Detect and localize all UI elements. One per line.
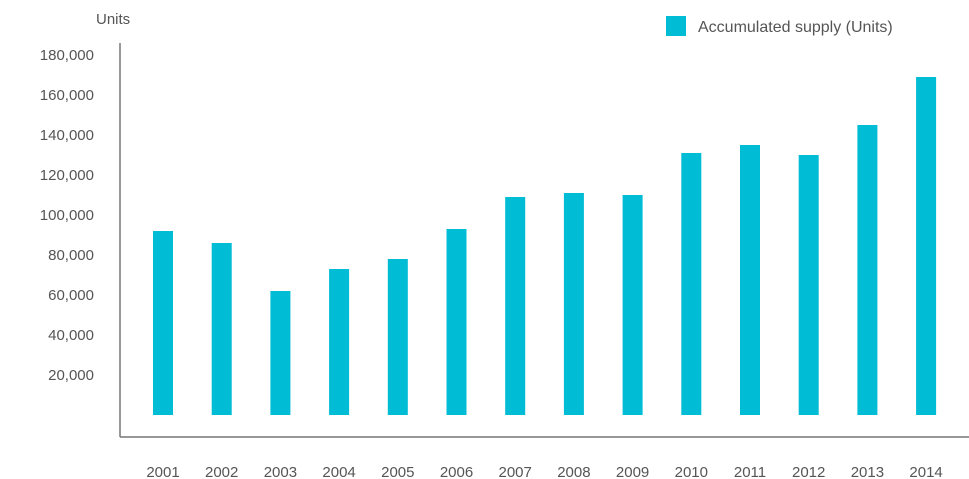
bar-2011 [740,145,760,415]
x-tick-label: 2005 [381,464,414,479]
y-tick-label: 140,000 [40,127,94,144]
y-tick-label: 100,000 [40,207,94,224]
x-tick-label: 2003 [264,464,297,479]
y-tick-label: 80,000 [48,247,94,264]
y-tick-label: 180,000 [40,47,94,64]
x-tick-label: 2007 [499,464,532,479]
bar-2013 [857,125,878,415]
bar-2002 [211,243,232,415]
y-tick-label: 20,000 [48,367,94,384]
bar-2008 [563,193,584,415]
y-axis-ticks: 20,000 40,000 60,000 80,000 100,000 120,000 14… [40,47,94,384]
x-tick-label: 2002 [205,464,238,479]
y-tick-label: 60,000 [48,287,94,304]
x-axis-ticks: 2001 2002 2003 2004 2005 2006 2007 2008 2009 2010… [146,464,942,479]
y-tick-label: 160,000 [40,87,94,104]
x-tick-label: 2004 [322,464,355,479]
legend-swatch [666,16,686,36]
bars [153,77,937,415]
bar-2012 [798,155,819,415]
x-tick-label: 2013 [851,464,884,479]
x-tick-label: 2012 [792,464,825,479]
x-tick-label: 2010 [675,464,708,479]
bar-2003 [270,291,291,415]
x-tick-label: 2011 [734,464,766,479]
bar-2001 [153,231,173,415]
bar-2005 [387,259,408,415]
x-tick-label: 2006 [440,464,473,479]
x-tick-label: 2008 [557,464,590,479]
bar-2006 [446,229,467,415]
bar-2004 [329,269,350,415]
legend: Accumulated supply (Units) [666,16,893,36]
legend-label: Accumulated supply (Units) [698,19,893,36]
y-tick-label: 40,000 [48,327,94,344]
y-axis-title: Units [96,11,130,28]
bar-2007 [505,197,526,415]
x-tick-label: 2009 [616,464,649,479]
bar-2010 [681,153,702,415]
bar-2009 [622,195,643,415]
y-tick-label: 120,000 [40,167,94,184]
x-tick-label: 2014 [909,464,942,479]
x-tick-label: 2001 [146,464,179,479]
bar-2014 [916,77,937,415]
